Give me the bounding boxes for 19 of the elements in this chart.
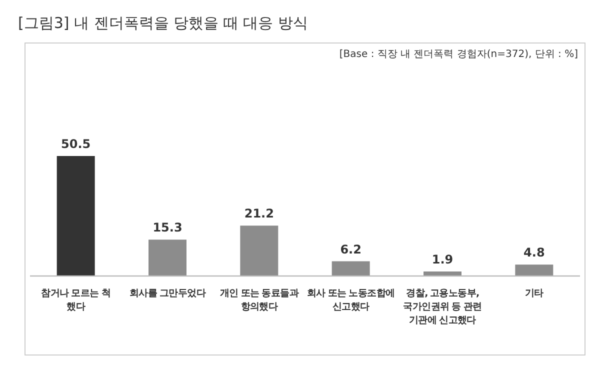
x-tick-label: 기타 — [524, 288, 544, 299]
text: [Base : 직장 내 젠더폭력 경험자(n=372), 단위 : %] — [339, 49, 578, 60]
bar — [240, 226, 278, 276]
x-tick-label: 회사를 그만두었다 — [129, 288, 206, 299]
data-label: 15.3 — [152, 220, 182, 235]
bar — [148, 240, 186, 276]
x-tick-label: 개인 또는 동료들과 항의했다 — [220, 288, 300, 312]
bar — [515, 264, 554, 276]
x-tick-label: 회사 또는 노동조합에 신고했다 — [306, 288, 395, 312]
data-label: 1.9 — [432, 252, 454, 266]
bar — [332, 261, 370, 276]
x-tick-label: 경찰, 고용노동부, 국가인권위 등 관련 기관에 신고했다 — [403, 288, 482, 326]
chart-title: [그림3] 내 젠더폭력을 당했을 때 대응 방식 — [18, 14, 308, 32]
data-label: 4.8 — [524, 246, 545, 260]
data-label: 21.2 — [244, 206, 274, 221]
bar — [56, 156, 95, 276]
data-label: 6.2 — [340, 242, 362, 256]
x-tick-label: 참거나 모르는 척 했다 — [41, 288, 111, 312]
data-label: 50.5 — [61, 137, 91, 151]
